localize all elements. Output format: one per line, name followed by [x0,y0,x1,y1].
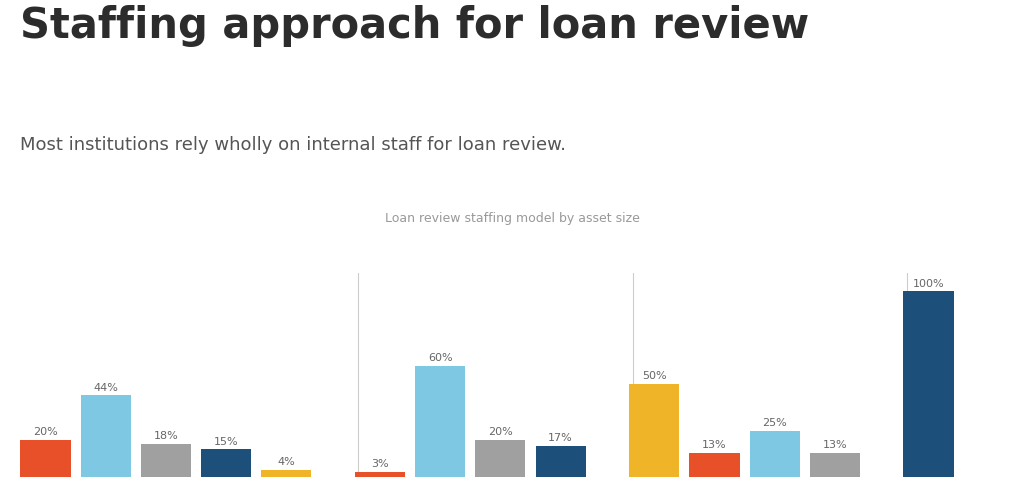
Bar [201,450,251,477]
Text: 20%: 20% [33,427,58,437]
Bar [810,453,860,477]
Bar [750,431,800,477]
Text: 17%: 17% [548,433,573,443]
Bar [261,470,311,477]
Bar [81,395,131,477]
Bar [689,453,739,477]
Text: 25%: 25% [762,418,787,428]
Text: Most institutions rely wholly on internal staff for loan review.: Most institutions rely wholly on interna… [20,136,566,154]
Bar [536,446,586,477]
Text: 60%: 60% [428,353,453,363]
Text: 50%: 50% [642,372,667,381]
Text: 18%: 18% [154,431,178,441]
Text: 13%: 13% [822,440,847,450]
Bar [141,444,191,477]
Text: Staffing approach for loan review: Staffing approach for loan review [20,5,810,47]
Bar [903,291,953,477]
Text: 13%: 13% [702,440,727,450]
Text: Loan review staffing model by asset size: Loan review staffing model by asset size [385,212,639,225]
Text: 4%: 4% [278,457,295,467]
Text: 3%: 3% [371,459,389,469]
Text: 15%: 15% [214,436,239,447]
Text: 100%: 100% [912,279,944,288]
Bar [20,440,71,477]
Bar [415,366,465,477]
Bar [629,384,679,477]
Text: 44%: 44% [93,383,118,393]
Bar [355,472,406,477]
Bar [475,440,525,477]
Text: 20%: 20% [488,427,513,437]
